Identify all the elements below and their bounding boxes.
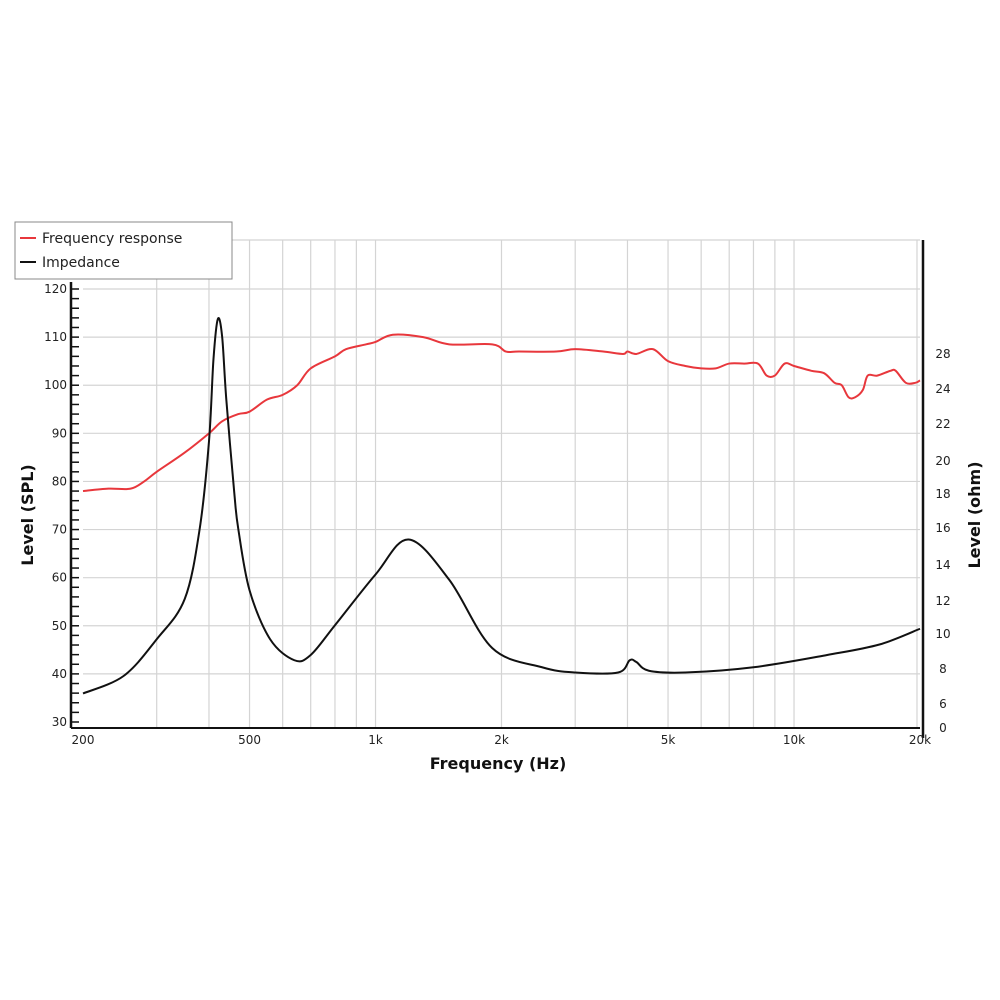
y2-tick-label: 20 [935,454,950,468]
y2-axis-label: Level (ohm) [965,461,984,568]
y2-tick-label: 28 [935,347,950,361]
legend-label-impedance: Impedance [42,255,120,271]
frequency-response-line [82,333,921,493]
y-tick-label: 60 [52,571,67,585]
x-tick-label: 2k [494,733,509,747]
legend-label-frequency-response: Frequency response [42,231,182,247]
x-axis-label: Frequency (Hz) [430,754,567,773]
y-tick-label: 30 [52,715,67,729]
y-tick-label: 90 [52,426,67,440]
y2-tick-label: 8 [939,662,947,676]
x-tick-label: 5k [661,733,676,747]
y-tick-label: 100 [44,378,67,392]
y2-tick-label: 18 [935,487,950,501]
y2-tick-label: 6 [939,697,947,711]
y-axis-label: Level (SPL) [18,464,37,565]
x-tick-label: 20k [909,733,931,747]
y-tick-label: 110 [44,330,67,344]
y2-tick-label: 22 [935,417,950,431]
x-tick-label: 10k [783,733,805,747]
y-tick-label: 40 [52,667,67,681]
y2-tick-label: 12 [935,594,950,608]
y2-tick-label: 14 [935,558,950,572]
y-tick-label: 120 [44,282,67,296]
impedance-line [82,317,921,695]
x-tick-label: 1k [368,733,383,747]
y2-tick-label: 24 [935,382,950,396]
y-tick-label: 70 [52,523,67,537]
y2-tick-label: 0 [939,721,947,735]
legend: Frequency response Impedance [14,221,233,280]
y2-tick-label: 10 [935,627,950,641]
y-tick-label: 80 [52,474,67,488]
x-tick-label: 200 [72,733,95,747]
y2-tick-label: 16 [935,521,950,535]
x-tick-label: 500 [238,733,261,747]
y-tick-label: 50 [52,619,67,633]
